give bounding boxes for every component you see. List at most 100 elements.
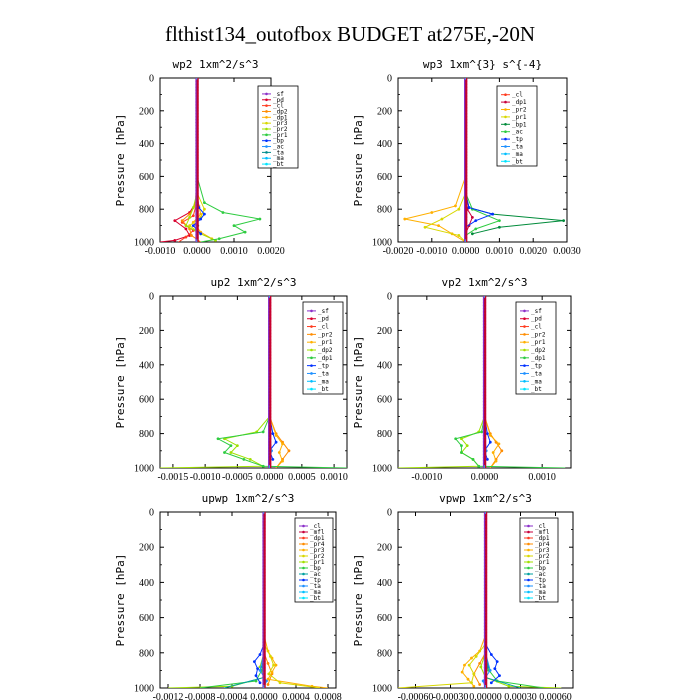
legend-entry: _ta bbox=[535, 583, 546, 590]
legend-entry: _ta bbox=[310, 583, 321, 590]
series-point bbox=[470, 681, 473, 685]
panel-1: wp3 1xm^{3} s^{-4} Pressure [hPa] 0 200 400 6… bbox=[352, 58, 581, 257]
x-tick-label: 0.0030 bbox=[553, 246, 581, 257]
legend: _cl_mfl_dp1_pr4_pr3_pr2_pr1_bp_ac_tp_ta_… bbox=[519, 517, 559, 603]
legend-box bbox=[496, 85, 538, 167]
x-tick-label: -0.00030 bbox=[433, 692, 469, 700]
series-point bbox=[498, 674, 501, 678]
legend-entry: _cl bbox=[310, 523, 321, 530]
x-tick-label: -0.0004 bbox=[217, 692, 248, 700]
series-point bbox=[269, 654, 272, 658]
series-point bbox=[470, 656, 473, 660]
y-tick-label: 200 bbox=[377, 326, 392, 337]
y-axis-label: Pressure [hPa] bbox=[352, 554, 365, 647]
x-tick-label: -0.0012 bbox=[153, 692, 184, 700]
series-point bbox=[460, 444, 463, 448]
legend-marker bbox=[310, 356, 313, 360]
series-point bbox=[507, 684, 511, 688]
series-point bbox=[272, 663, 275, 667]
legend-entry: _pd bbox=[531, 316, 542, 323]
series-point bbox=[184, 235, 188, 239]
legend-entry: _pr2 bbox=[310, 553, 325, 560]
x-tick-label: 0.0010 bbox=[528, 472, 556, 483]
legend-marker bbox=[504, 160, 507, 163]
legend-entry: _pr1 bbox=[273, 132, 288, 139]
legend-marker bbox=[310, 333, 313, 336]
legend-entry: _ta bbox=[318, 370, 329, 377]
y-tick-label: 0 bbox=[387, 508, 392, 519]
legend-entry: _sf bbox=[531, 308, 542, 315]
series-point bbox=[216, 437, 220, 441]
series-point bbox=[180, 219, 184, 223]
series-point bbox=[254, 674, 258, 678]
y-tick-label: 800 bbox=[139, 205, 154, 216]
series-point bbox=[223, 451, 226, 454]
y-tick-label: 0 bbox=[387, 292, 392, 303]
series-point bbox=[271, 458, 275, 461]
legend-entry: _bp bbox=[310, 565, 321, 572]
series-point bbox=[190, 234, 193, 237]
x-tick-label: 0.00060 bbox=[539, 692, 572, 700]
series-point bbox=[253, 660, 256, 663]
legend-entry: _bt bbox=[535, 595, 546, 602]
legend-entry: _pd bbox=[318, 316, 329, 323]
legend-entry: _mfl bbox=[535, 529, 550, 536]
legend-marker bbox=[310, 317, 313, 321]
legend-box bbox=[515, 301, 557, 395]
series-point bbox=[474, 654, 478, 658]
legend-marker bbox=[523, 356, 526, 360]
legend-marker bbox=[527, 554, 530, 558]
legend-marker bbox=[527, 566, 530, 570]
series-point bbox=[477, 464, 481, 468]
y-tick-label: 0 bbox=[149, 74, 154, 85]
y-tick-label: 800 bbox=[377, 205, 392, 216]
legend-entry: _cl bbox=[273, 103, 284, 110]
x-tick-label: 0.0000 bbox=[250, 692, 278, 700]
legend-marker bbox=[523, 340, 526, 344]
series-point bbox=[188, 224, 192, 228]
legend-entry: _dp2 bbox=[531, 347, 546, 354]
legend-marker bbox=[504, 123, 507, 126]
x-tick-label: 0.0000 bbox=[452, 246, 480, 257]
legend-marker bbox=[265, 110, 268, 113]
legend-entry: _pr1 bbox=[512, 114, 527, 121]
series-point bbox=[494, 459, 498, 463]
legend-entry: _ma bbox=[273, 155, 284, 162]
legend-entry: _dp1 bbox=[535, 535, 550, 542]
series-point bbox=[217, 237, 221, 241]
legend-marker bbox=[310, 364, 313, 367]
legend-entry: _cl bbox=[512, 92, 523, 99]
legend-marker bbox=[265, 121, 268, 125]
x-tick-label: -0.0008 bbox=[185, 692, 216, 700]
legend-marker bbox=[523, 309, 526, 313]
y-axis-label: Pressure [hPa] bbox=[114, 114, 127, 207]
legend-marker bbox=[310, 348, 313, 352]
panel-title: wp3 1xm^{3} s^{-4} bbox=[423, 58, 542, 71]
series-point bbox=[488, 440, 492, 444]
series-point bbox=[258, 681, 262, 685]
x-tick-label: 0.00030 bbox=[504, 692, 537, 700]
y-tick-label: 1000 bbox=[372, 464, 392, 475]
legend-marker bbox=[523, 364, 526, 367]
legend-marker bbox=[265, 127, 268, 131]
x-tick-label: -0.0010 bbox=[411, 472, 442, 483]
series-group bbox=[160, 296, 347, 468]
legend-marker bbox=[310, 387, 313, 391]
panel-title: vp2 1xm^2/s^3 bbox=[441, 276, 527, 289]
y-tick-label: 600 bbox=[377, 613, 392, 624]
legend-marker bbox=[523, 333, 526, 336]
legend-marker bbox=[310, 379, 313, 383]
legend-entry: _bt bbox=[310, 595, 321, 602]
legend-entry: _mfl bbox=[310, 529, 325, 536]
legend-entry: _ta bbox=[273, 149, 284, 156]
legend-marker bbox=[310, 325, 313, 328]
series-point bbox=[457, 234, 461, 237]
legend-entry: _cl bbox=[535, 523, 546, 530]
legend-marker bbox=[523, 325, 526, 328]
y-tick-label: 400 bbox=[139, 139, 154, 150]
legend-marker bbox=[302, 530, 305, 534]
y-tick-label: 1000 bbox=[372, 238, 392, 249]
panel-title: wp2 1xm^2/s^3 bbox=[172, 58, 258, 71]
legend-marker bbox=[265, 133, 268, 137]
